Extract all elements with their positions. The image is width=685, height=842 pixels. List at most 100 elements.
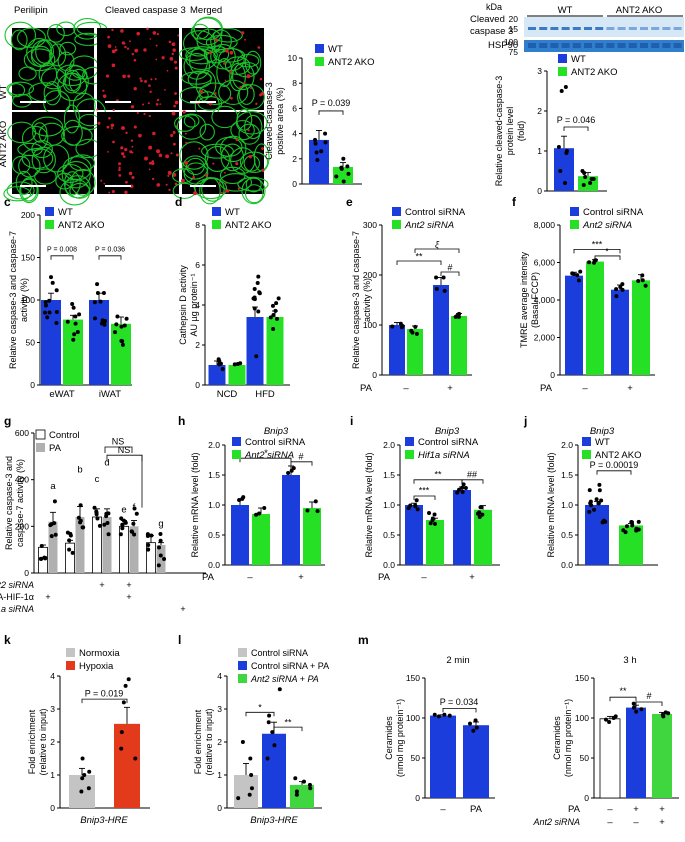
significance: # xyxy=(646,691,651,701)
micrograph-column-header: Merged xyxy=(190,5,222,16)
legend-label: Control siRNA xyxy=(251,648,308,658)
caspase-signal xyxy=(107,35,110,39)
pa-plus: + xyxy=(447,383,453,394)
bar-wt xyxy=(246,317,264,385)
significance: *** xyxy=(592,240,603,250)
blot-cleaved xyxy=(524,17,684,37)
y-tick-label: 3 xyxy=(537,66,542,76)
adipocyte-outline xyxy=(244,184,264,204)
caspase-signal xyxy=(184,161,189,165)
bar-ko xyxy=(228,365,246,385)
data-point xyxy=(146,547,151,552)
data-point xyxy=(77,312,82,317)
chart-title: Bnip3 xyxy=(590,426,615,437)
x-category: eWAT xyxy=(49,389,75,400)
caspase-signal xyxy=(248,154,253,159)
data-point xyxy=(305,508,310,513)
data-point xyxy=(570,271,575,276)
y-tick-label: 0 xyxy=(217,803,222,813)
x-category: HFD xyxy=(255,389,275,400)
caspase-signal xyxy=(173,60,178,64)
data-point xyxy=(65,530,70,535)
legend-swatch xyxy=(66,661,75,670)
y-tick-label: 6 xyxy=(292,103,297,113)
data-point xyxy=(319,149,324,154)
adipocyte-outline xyxy=(15,170,33,195)
caspase-signal xyxy=(144,80,147,83)
significance-bracket xyxy=(573,248,621,254)
caspase-signal xyxy=(261,168,265,172)
data-point xyxy=(265,756,270,761)
adipocyte-outline xyxy=(211,105,239,129)
legend-swatch xyxy=(315,57,324,66)
data-point xyxy=(149,533,154,538)
data-point xyxy=(276,296,281,301)
adipocyte-outline xyxy=(61,161,91,189)
data-point xyxy=(415,507,420,512)
data-point xyxy=(599,498,604,503)
data-point xyxy=(588,181,593,185)
data-point xyxy=(95,290,100,295)
y-tick-label: 1 xyxy=(537,146,542,156)
adipocyte-outline xyxy=(199,123,215,141)
caspase-signal xyxy=(230,96,233,100)
data-point xyxy=(81,525,86,530)
adipocyte-outline xyxy=(237,84,265,110)
y-tick-label: 4 xyxy=(50,671,55,681)
significance: ** xyxy=(284,718,292,728)
data-point xyxy=(643,283,648,288)
data-point xyxy=(39,544,44,549)
blot-band xyxy=(561,43,570,48)
data-point xyxy=(308,786,313,791)
adipocyte-outline xyxy=(64,65,86,81)
data-point xyxy=(119,746,124,751)
legend-swatch xyxy=(238,674,247,683)
caspase-signal xyxy=(208,51,212,55)
significance: # xyxy=(298,451,303,461)
adipocyte-outline xyxy=(219,173,253,192)
data-point xyxy=(636,519,641,524)
caspase-signal xyxy=(130,139,134,142)
data-point xyxy=(235,361,240,366)
adipocyte-outline xyxy=(7,83,26,98)
treatment-mark: + xyxy=(126,592,131,602)
legend-swatch xyxy=(315,44,324,53)
caspase-signal xyxy=(229,70,233,73)
data-point xyxy=(76,515,81,520)
caspase-signal xyxy=(168,40,172,44)
y-tick-label: 4 xyxy=(217,671,222,681)
data-point xyxy=(596,501,601,506)
adipocyte-outline xyxy=(49,43,67,67)
row-label-ko: ANT2 AKO xyxy=(0,121,9,167)
bar-hif xyxy=(474,509,492,565)
x-axis-label: Bnip3-HRE xyxy=(80,815,128,826)
adipocyte-outline xyxy=(210,29,232,53)
adipocyte-outline xyxy=(7,121,37,144)
adipocyte-outline xyxy=(31,146,56,174)
caspase-signal xyxy=(129,40,131,43)
y-tick-label: 2 xyxy=(537,106,542,116)
caspase-signal xyxy=(103,182,106,185)
legend-swatch xyxy=(35,429,46,440)
caspase-signal xyxy=(177,34,180,37)
adipocyte-outline xyxy=(213,27,243,43)
data-point xyxy=(558,169,563,173)
marker: 100 xyxy=(504,37,518,47)
blot-band xyxy=(628,43,637,48)
data-point xyxy=(249,773,254,777)
caspase-signal xyxy=(149,38,152,40)
significance-bracket xyxy=(413,479,463,484)
caspase-signal xyxy=(148,145,153,150)
significance-bracket xyxy=(318,110,344,115)
caspase-signal xyxy=(239,86,242,89)
data-point xyxy=(73,321,78,326)
data-point xyxy=(266,720,271,725)
caspase-signal xyxy=(181,178,185,183)
caspase-signal xyxy=(182,110,186,114)
data-point xyxy=(119,730,124,735)
data-point xyxy=(249,786,254,791)
data-point xyxy=(54,288,59,293)
adipocyte-outline xyxy=(179,87,209,104)
legend-label: ANT2 AKO xyxy=(328,57,374,68)
caspase-signal xyxy=(148,114,151,118)
